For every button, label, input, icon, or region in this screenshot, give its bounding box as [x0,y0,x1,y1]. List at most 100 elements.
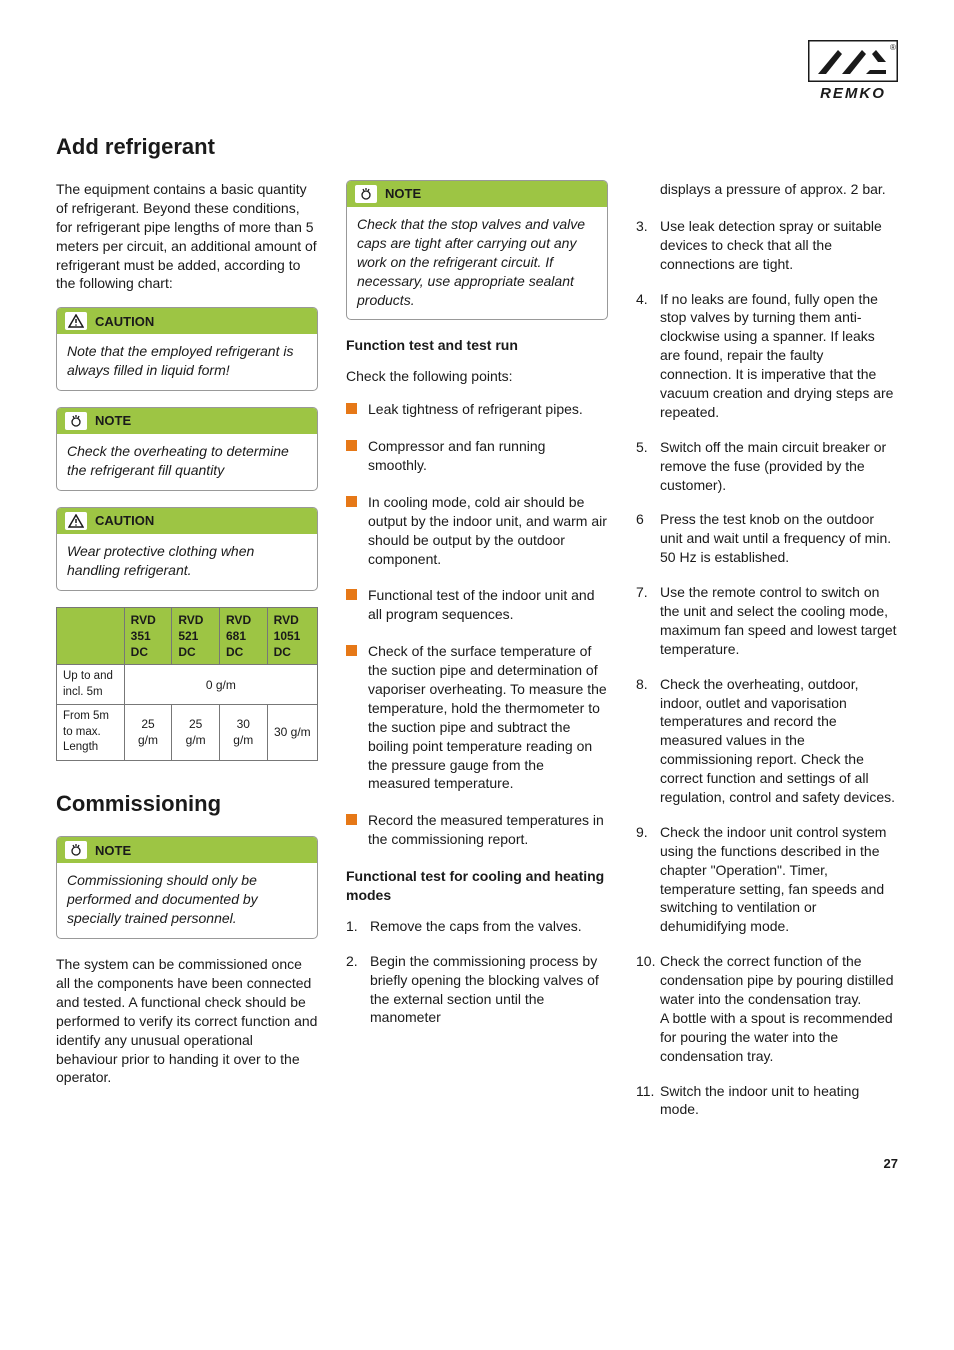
step-number: 10. [636,952,655,971]
list-item: 9. Check the indoor unit control system u… [636,823,898,936]
callout-note-2-head: NOTE [57,837,317,863]
table-header: RVD 1051 DC [267,607,317,665]
list-item: In cooling mode, cold air should be outp… [346,493,608,569]
column-3: displays a pressure of approx. 2 bar. 3.… [636,180,898,1135]
column-2: NOTE Check that the stop valves and valv… [346,180,608,1135]
table-cell: 30 g/m [267,705,317,761]
callout-note-2: NOTE Commissioning should only be perfor… [56,836,318,939]
table-header: RVD 521 DC [172,607,220,665]
table-cell: 25 g/m [172,705,220,761]
step-text: Check the correct function of the conden… [660,953,894,1063]
refrigerant-table: RVD 351 DC RVD 521 DC RVD 681 DC RVD 105… [56,607,318,761]
brand-logo: ® REMKO [808,40,898,104]
list-item: 10. Check the correct function of the con… [636,952,898,1065]
list-item: Compressor and fan running smoothly. [346,437,608,475]
callout-caution-1: CAUTION Note that the employed refrigera… [56,307,318,391]
step-text: Remove the caps from the valves. [370,918,582,934]
callout-caution-2-title: CAUTION [95,512,154,530]
callout-caution-1-title: CAUTION [95,313,154,331]
note-icon [65,841,87,859]
table-cell: 0 g/m [124,665,317,705]
step-text: Check the indoor unit control system usi… [660,824,886,934]
list-item: Check of the surface temperature of the … [346,642,608,793]
table-header [57,607,125,665]
step-text: Use the remote control to switch on the … [660,584,897,657]
list-item: 4. If no leaks are found, fully open the … [636,290,898,422]
heading-function-test: Function test and test run [346,336,608,355]
functional-test-steps-cont: 3. Use leak detection spray or suitable d… [636,217,898,1120]
content-columns: The equipment contains a basic quantity … [56,180,898,1135]
step-text: If no leaks are found, fully open the st… [660,291,893,420]
callout-note-1: NOTE Check the overheating to determine … [56,407,318,491]
step-text: Switch off the main circuit breaker or r… [660,439,886,493]
table-header: RVD 681 DC [219,607,267,665]
step-number: 5. [636,438,648,457]
table-cell: 25 g/m [124,705,172,761]
callout-note-col2-title: NOTE [385,185,421,203]
callout-note-2-body: Commissioning should only be performed a… [57,863,317,938]
callout-note-1-body: Check the overheating to determine the r… [57,434,317,490]
callout-note-1-head: NOTE [57,408,317,434]
step-number: 6 [636,510,644,529]
heading-commissioning: Commissioning [56,789,318,819]
table-header: RVD 351 DC [124,607,172,665]
continuation-text: displays a pressure of approx. 2 bar. [660,181,886,197]
callout-note-1-title: NOTE [95,412,131,430]
heading-functional-test-modes: Functional test for cooling and heating … [346,867,608,905]
step-number: 1. [346,917,358,936]
list-item: 5. Switch off the main circuit breaker or… [636,438,898,495]
page-number: 27 [56,1155,898,1173]
callout-note-col2-head: NOTE [347,181,607,207]
callout-caution-1-head: CAUTION [57,308,317,334]
step-text: Begin the commissioning process by brief… [370,953,599,1026]
functional-test-steps: 1. Remove the caps from the valves. 2. Beg… [346,917,608,1027]
step-number: 9. [636,823,648,842]
svg-text:®: ® [890,43,896,52]
commissioning-paragraph: The system can be commissioned once all … [56,955,318,1087]
step-text: Switch the indoor unit to heating mode. [660,1083,859,1118]
list-item: 6 Press the test knob on the outdoor unit… [636,510,898,567]
list-item: 7. Use the remote control to switch on th… [636,583,898,659]
step-text: Use leak detection spray or suitable dev… [660,218,882,272]
table-cell: Up to and incl. 5m [57,665,125,705]
note-icon [355,185,377,203]
brand-logo-mark: ® [808,40,898,82]
callout-note-col2-body: Check that the stop valves and valve cap… [347,207,607,319]
step-number: 7. [636,583,648,602]
callout-caution-2-body: Wear protective clothing when handling r… [57,534,317,590]
step-2-continuation: displays a pressure of approx. 2 bar. [636,180,898,199]
callout-note-col2: NOTE Check that the stop valves and valv… [346,180,608,320]
step-number: 8. [636,675,648,694]
step-number: 4. [636,290,648,309]
step-text: Check the overheating, outdoor, indoor, … [660,676,895,805]
check-bullet-list: Leak tightness of refrigerant pipes. Com… [346,400,608,849]
intro-paragraph: The equipment contains a basic quantity … [56,180,318,293]
table-row: Up to and incl. 5m 0 g/m [57,665,318,705]
list-item: 11. Switch the indoor unit to heating mod… [636,1082,898,1120]
note-icon [65,412,87,430]
list-item: 3. Use leak detection spray or suitable d… [636,217,898,274]
list-item: Functional test of the indoor unit and a… [346,586,608,624]
list-item: Leak tightness of refrigerant pipes. [346,400,608,419]
header-logo-row: ® REMKO [56,40,898,104]
caution-icon [65,312,87,330]
list-item: 1. Remove the caps from the valves. [346,917,608,936]
heading-add-refrigerant: Add refrigerant [56,132,898,162]
step-number: 2. [346,952,358,971]
list-item: 2. Begin the commissioning process by bri… [346,952,608,1028]
step-text: Press the test knob on the outdoor unit … [660,511,891,565]
list-item: Record the measured temperatures in the … [346,811,608,849]
callout-note-2-title: NOTE [95,842,131,860]
caution-icon [65,512,87,530]
table-row: RVD 351 DC RVD 521 DC RVD 681 DC RVD 105… [57,607,318,665]
callout-caution-1-body: Note that the employed refrigerant is al… [57,334,317,390]
column-1: The equipment contains a basic quantity … [56,180,318,1135]
step-number: 11. [636,1082,654,1101]
callout-caution-2: CAUTION Wear protective clothing when ha… [56,507,318,591]
table-row: From 5m to max. Length 25 g/m 25 g/m 30 … [57,705,318,761]
list-item: 8. Check the overheating, outdoor, indoor… [636,675,898,807]
callout-caution-2-head: CAUTION [57,508,317,534]
check-intro: Check the following points: [346,367,608,386]
table-cell: 30 g/m [219,705,267,761]
step-number: 3. [636,217,648,236]
